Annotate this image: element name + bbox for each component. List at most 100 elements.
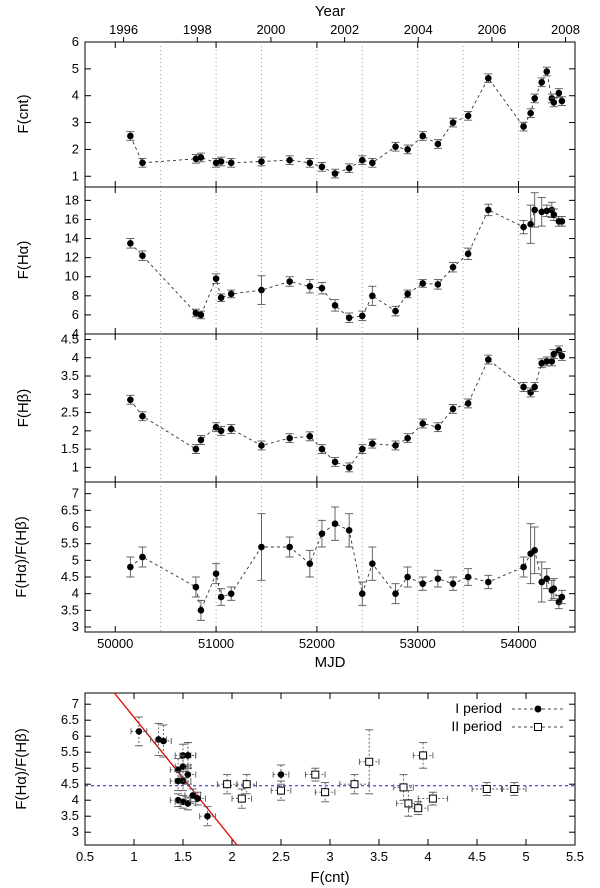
panel-frame-flux-continuum: [84, 41, 576, 188]
data-point-0-10: [318, 445, 326, 453]
legend-label-period-2: II period: [451, 718, 502, 734]
data-point-0-7: [258, 543, 265, 551]
data-point-0-15: [392, 442, 399, 449]
year-tick-label-5: 2006: [477, 22, 506, 37]
y-tick-label-7: 18: [65, 192, 79, 207]
marks-ratio-vs-continuum: 0.5 1 1.5 2 2.5 3 3.5 4 4.5 5 5.533.544.555.566.57: [61, 692, 584, 864]
data-point-0-13: [358, 156, 366, 164]
y-tick-label-7: 4.5: [61, 331, 79, 346]
data-point-0-0: [127, 240, 134, 247]
data-point-0-22: [520, 123, 527, 130]
data-point-0-1: [139, 159, 146, 167]
y-tick-label-4: 5: [72, 552, 79, 567]
data-point-0-1: [139, 553, 146, 561]
data-point-0-10: [189, 792, 197, 799]
data-point-square-2: [242, 780, 251, 789]
y-tick-label-0: 1: [72, 459, 79, 474]
data-point-0-20: [464, 250, 472, 258]
legend-label-period-1: I period: [455, 700, 502, 716]
data-point-0-26: [543, 207, 551, 215]
panel-flux-continuum: 1996 1998 2000 2002 2004 2006 2008 1 2 3 4 5 6 F(cnt…: [15, 3, 580, 188]
y-tick-label-1: 6: [72, 307, 79, 322]
ylabel-flux-hbeta: F(Hβ): [15, 389, 32, 428]
data-point-0-30: [558, 97, 566, 105]
data-point-0-6: [227, 425, 235, 433]
data-point-0-22: [520, 383, 527, 391]
legend-marker-period-2: [534, 723, 542, 731]
y-tick-label-3: 4: [72, 88, 79, 103]
data-point-0-8: [286, 434, 293, 442]
y-tick-label-6: 6: [72, 728, 79, 743]
data-point-0-8: [286, 278, 293, 285]
y-tick-label-2: 3: [72, 115, 79, 130]
data-point-0-16: [404, 434, 411, 442]
data-point-0-14: [369, 159, 376, 167]
x-tick-label-0: 50000: [97, 636, 133, 651]
data-point-0-6: [227, 159, 235, 167]
data-point-0-7: [258, 158, 265, 165]
data-point-0-9: [306, 560, 314, 567]
data-point-0-16: [404, 290, 411, 298]
data-point-0-3: [197, 311, 205, 319]
data-point-0-24: [531, 206, 538, 214]
y-tick-label-0: 3: [72, 824, 79, 839]
data-point-square-11: [419, 751, 428, 760]
data-point-0-2: [192, 583, 200, 591]
data-point-0-7: [258, 442, 265, 449]
data-point-0-5: [217, 294, 225, 302]
data-point-0-0: [127, 396, 134, 404]
data-point-0-11: [331, 520, 339, 527]
panel-ratio: 50000 51000 52000 53000 54000 3 3.54 4.5 55.5 6 6.…: [13, 481, 576, 671]
data-point-0-24: [531, 547, 538, 554]
data-point-0-9: [306, 159, 314, 167]
x-tick-label-3: 53000: [400, 636, 436, 651]
marks-flux-continuum: 1996 1998 2000 2002 2004 2006 2008 1 2 3 4 5 6: [72, 22, 580, 187]
data-point-0-16: [174, 777, 182, 785]
xlabel-mjd: MJD: [315, 654, 346, 671]
data-point-0-26: [543, 575, 551, 582]
data-point-0-4: [212, 159, 220, 167]
data-point-0-18: [434, 423, 442, 431]
data-point-0-25: [538, 359, 546, 367]
data-point-square-4: [311, 770, 320, 779]
data-point-0-3: [197, 607, 205, 614]
y-tick-label-6: 16: [65, 211, 79, 226]
data-point-0-1: [139, 252, 146, 260]
data-point-square-7: [365, 757, 374, 766]
data-point-0-22: [520, 223, 527, 231]
data-point-0-23: [527, 109, 534, 117]
data-point-0-9: [306, 282, 314, 290]
data-point-0-28: [550, 585, 558, 592]
data-point-0-13: [204, 812, 211, 820]
data-point-0-18: [434, 575, 442, 582]
data-point-0-21: [484, 356, 492, 363]
data-point-0-26: [543, 358, 551, 365]
data-point-0-23: [527, 389, 534, 396]
y-tick-label-2: 8: [72, 288, 79, 303]
data-point-0-19: [449, 580, 457, 587]
data-point-0-25: [538, 578, 546, 586]
y-tick-label-2: 4: [72, 586, 79, 601]
top-axis-label: Year: [315, 3, 345, 20]
data-point-0-3: [197, 154, 205, 161]
data-point-0-2: [192, 155, 200, 163]
data-point-0-15: [392, 307, 399, 315]
legend-marker-period-1: [534, 705, 542, 713]
y-tick-label-4: 5: [72, 61, 79, 76]
y-tick-label-3: 10: [65, 269, 79, 284]
data-point-0-0: [127, 563, 134, 571]
year-tick-label-6: 2008: [551, 22, 580, 37]
y-tick-label-0: 4: [72, 326, 79, 341]
data-point-0-14: [369, 440, 376, 447]
y-tick-label-8: 7: [72, 486, 79, 501]
y-tick-label-1: 2: [72, 141, 79, 156]
data-point-square-0: [223, 780, 232, 789]
data-point-0-30: [558, 593, 566, 601]
data-point-square-14: [510, 785, 519, 793]
y-tick-label-2: 2: [72, 423, 79, 438]
data-point-0-17: [419, 580, 427, 587]
data-point-0-2: [192, 445, 200, 453]
series-line-1: [130, 209, 562, 319]
data-point-0-4: [212, 570, 220, 577]
